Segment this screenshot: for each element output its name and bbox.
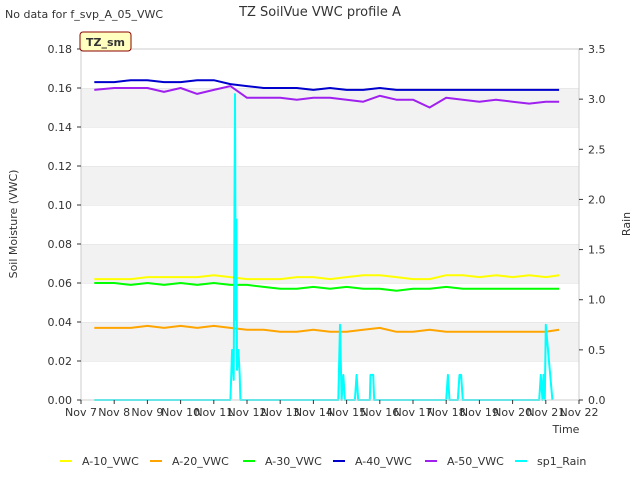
legend-label: sp1_Rain bbox=[537, 455, 586, 468]
grid-band bbox=[81, 88, 579, 127]
legend-label: A-10_VWC bbox=[82, 455, 139, 468]
x-tick-label: Nov 8 bbox=[98, 406, 130, 419]
legend-label: A-50_VWC bbox=[447, 455, 504, 468]
y-left-tick-label: 0.14 bbox=[48, 121, 73, 134]
grid-band bbox=[81, 361, 579, 400]
grid-bands bbox=[81, 48, 579, 400]
y-right-tick-label: 0.0 bbox=[588, 394, 606, 407]
x-tick-label: Nov 16 bbox=[360, 406, 399, 419]
y-left-tick-label: 0.06 bbox=[48, 277, 73, 290]
grid-band bbox=[81, 205, 579, 244]
y-right-tick-label: 3.0 bbox=[588, 93, 606, 106]
x-tick-label: Nov 13 bbox=[261, 406, 300, 419]
y-right-tick-label: 2.5 bbox=[588, 143, 606, 156]
right-y-axis-label: Rain bbox=[620, 212, 633, 236]
x-tick-label: Nov 18 bbox=[427, 406, 466, 419]
x-tick-label: Nov 14 bbox=[294, 406, 333, 419]
series-line-a-40-vwc bbox=[94, 79, 560, 91]
left-y-axis-label: Soil Moisture (VWC) bbox=[7, 170, 20, 279]
x-tick-label: Nov 21 bbox=[526, 406, 565, 419]
legend: A-10_VWC A-20_VWC A-30_VWC A-40_VWC A-50_VWC… bbox=[60, 455, 586, 468]
plot-frame bbox=[80, 48, 580, 401]
x-tick-label: Nov 17 bbox=[394, 406, 433, 419]
y-left-tick-label: 0.12 bbox=[48, 160, 73, 173]
y-left-tick-label: 0.08 bbox=[48, 238, 73, 251]
x-tick-label: Nov 7 bbox=[65, 406, 97, 419]
y-right-tick-label: 2.0 bbox=[588, 193, 606, 206]
x-tick-label: Nov 12 bbox=[228, 406, 267, 419]
y-left-tick-label: 0.16 bbox=[48, 82, 73, 95]
x-tick-label: Nov 19 bbox=[460, 406, 499, 419]
y-left-tick-label: 0.10 bbox=[48, 199, 73, 212]
series-line-a-50-vwc bbox=[94, 85, 560, 109]
x-axis-label: Time bbox=[552, 423, 580, 436]
y-right-tick-label: 0.5 bbox=[588, 344, 606, 357]
grid-band bbox=[81, 166, 579, 205]
x-tick-label: Nov 15 bbox=[327, 406, 366, 419]
y-left-tick-label: 0.00 bbox=[48, 394, 73, 407]
x-tick-label: Nov 11 bbox=[194, 406, 233, 419]
y-left-tick-label: 0.18 bbox=[48, 43, 73, 56]
y-right-tick-label: 3.5 bbox=[588, 43, 606, 56]
legend-label: A-40_VWC bbox=[355, 455, 412, 468]
site-tag-label: TZ_sm bbox=[86, 36, 125, 49]
x-tick-label: Nov 22 bbox=[560, 406, 599, 419]
y-right-tick-label: 1.0 bbox=[588, 294, 606, 307]
series-layer bbox=[94, 79, 560, 401]
chart-title: TZ SoilVue VWC profile A bbox=[238, 5, 401, 20]
y-right-tick-label: 1.5 bbox=[588, 244, 606, 257]
legend-label: A-20_VWC bbox=[172, 455, 229, 468]
series-line-a-20-vwc bbox=[94, 324, 560, 333]
series-line-a-30-vwc bbox=[94, 282, 560, 292]
x-tick-label: Nov 20 bbox=[493, 406, 532, 419]
x-tick-label: Nov 9 bbox=[131, 406, 163, 419]
left-y-axis: 0.00 0.02 0.04 0.06 0.08 0.10 0.12 0.14 0.16 0.18 bbox=[48, 43, 81, 407]
site-tag: TZ_sm bbox=[79, 31, 132, 52]
x-tick-label: Nov 10 bbox=[161, 406, 200, 419]
series-line-a-10-vwc bbox=[94, 274, 560, 281]
legend-label: A-30_VWC bbox=[265, 455, 322, 468]
right-y-axis: 0.0 0.5 1.0 1.5 2.0 2.5 3.0 3.5 bbox=[579, 43, 606, 407]
y-left-tick-label: 0.02 bbox=[48, 355, 73, 368]
no-data-note: No data for f_svp_A_05_VWC bbox=[5, 8, 163, 21]
y-left-tick-label: 0.04 bbox=[48, 316, 73, 329]
grid-band bbox=[81, 127, 579, 166]
